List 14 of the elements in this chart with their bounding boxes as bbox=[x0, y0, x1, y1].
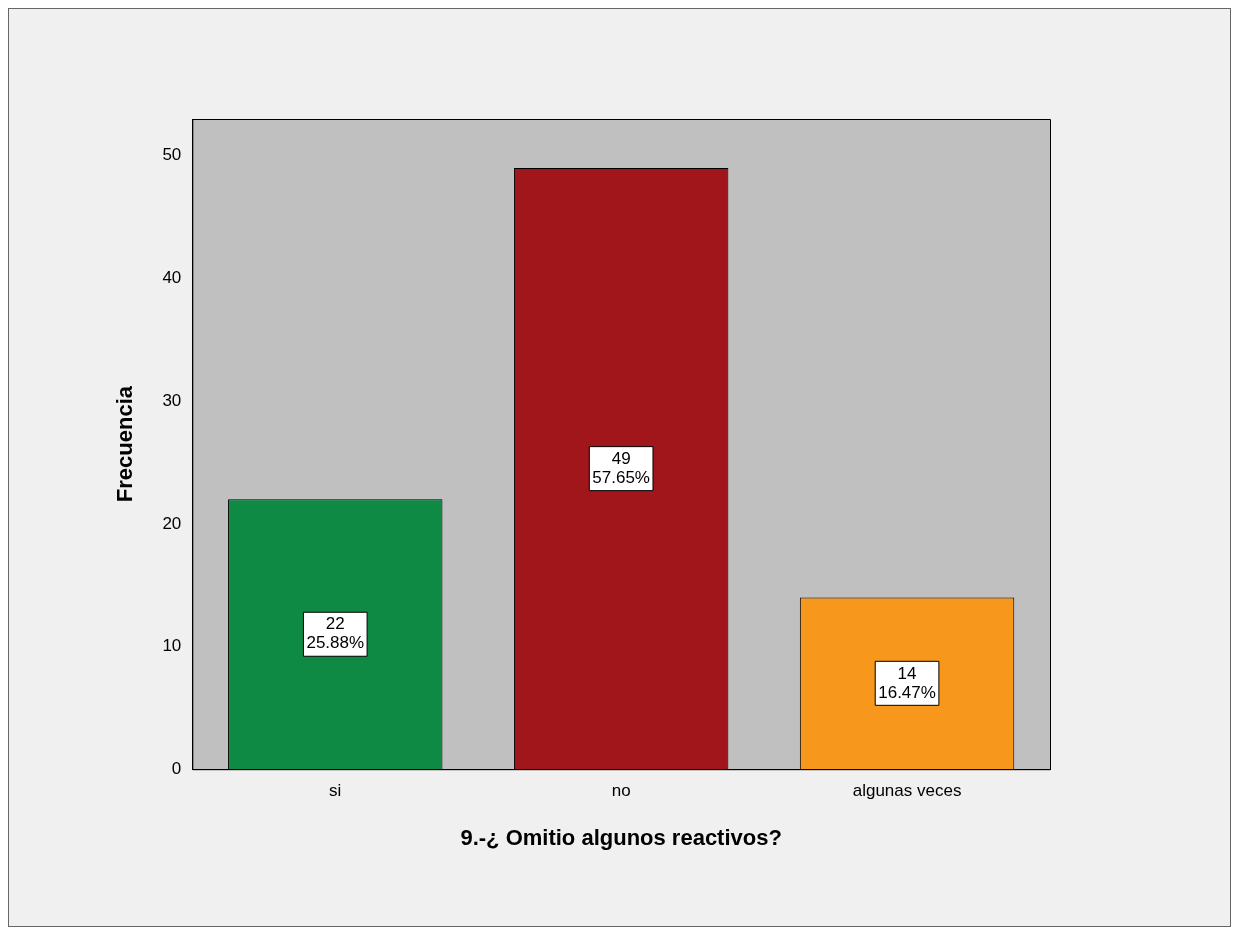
x-tick-label: no bbox=[611, 781, 631, 801]
data-label: 14 16.47% bbox=[878, 663, 936, 702]
y-tick-label: 10 bbox=[162, 636, 182, 656]
y-tick-label: 50 bbox=[162, 145, 182, 165]
y-tick-label: 20 bbox=[162, 513, 182, 533]
x-tick-label: si bbox=[329, 781, 342, 801]
x-axis-title: 9.-¿ Omitio algunos reactivos? bbox=[460, 824, 782, 850]
data-label: 22 25.88% bbox=[306, 614, 365, 653]
y-tick-label: 30 bbox=[162, 390, 182, 410]
y-tick-label: 40 bbox=[162, 268, 182, 288]
data-label: 49 57.65% bbox=[592, 448, 650, 487]
x-tick-label: algunas veces bbox=[852, 781, 962, 801]
y-axis-title: Frecuencia bbox=[112, 385, 138, 503]
y-tick-label: 0 bbox=[171, 758, 182, 778]
